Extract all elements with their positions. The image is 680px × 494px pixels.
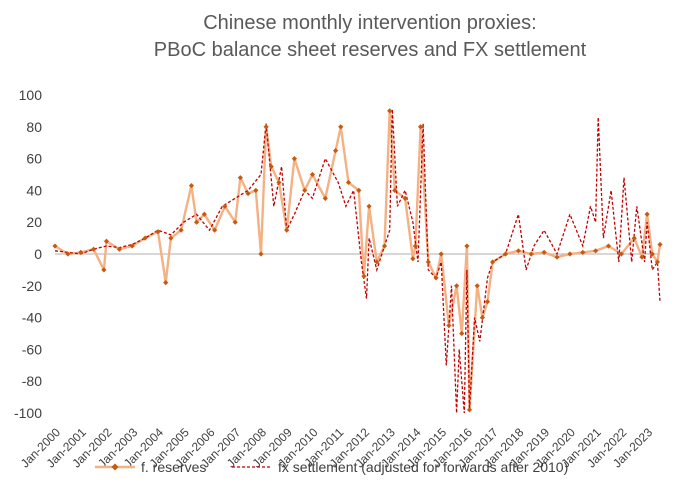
reserves-point	[618, 251, 624, 257]
y-tick-label: -60	[22, 341, 42, 357]
y-tick-label: 60	[26, 151, 42, 167]
series-layer	[52, 108, 663, 414]
reserves-point	[410, 256, 416, 262]
reserves-point	[644, 211, 650, 217]
y-tick-label: -40	[22, 310, 42, 326]
reserves-point	[268, 163, 274, 170]
reserves-point	[446, 322, 452, 329]
reserves-point	[168, 235, 174, 241]
reserves-point	[654, 259, 661, 265]
reserves-point	[374, 259, 380, 265]
reserves-point	[554, 254, 560, 260]
y-tick-label: -100	[14, 405, 42, 421]
reserves-point	[541, 249, 547, 256]
reserves-point	[193, 219, 200, 225]
y-tick-label: 80	[26, 119, 42, 135]
reserves-point	[163, 280, 169, 286]
reserves-point	[433, 275, 439, 281]
reserves-point	[356, 187, 362, 193]
reserves-point	[65, 251, 71, 257]
legend-label-reserves: f. reserves	[141, 459, 206, 475]
reserves-point	[474, 283, 480, 289]
chart-title-line-1: Chinese monthly intervention proxies:	[203, 12, 537, 34]
reserves-point	[484, 299, 491, 305]
series-line-fx-settlement	[54, 109, 661, 414]
y-tick-label: 20	[26, 214, 42, 230]
reserves-point	[490, 259, 496, 265]
legend-marker-reserves	[111, 463, 119, 471]
reserves-point	[333, 148, 339, 154]
reserves-point	[78, 249, 84, 256]
reserves-point	[387, 108, 393, 114]
reserves-point	[528, 251, 534, 257]
reserves-point	[284, 227, 290, 233]
reserves-point	[402, 195, 408, 201]
reserves-point	[567, 251, 573, 257]
reserves-point	[91, 246, 97, 252]
y-tick-label: 0	[34, 246, 42, 262]
series-line-reserves	[54, 109, 662, 411]
reserves-point	[212, 227, 218, 233]
reserves-point	[302, 187, 308, 193]
reserves-point	[52, 243, 58, 249]
reserves-point	[222, 203, 228, 209]
reserves-point	[103, 238, 110, 244]
reserves-point	[381, 243, 388, 249]
reserves-point	[425, 259, 431, 265]
chart-title-line-2: PBoC balance sheet reserves and FX settl…	[154, 39, 587, 61]
reserves-point	[459, 330, 465, 337]
reserves-point	[129, 243, 135, 249]
reserves-point	[649, 251, 655, 257]
reserves-point	[466, 407, 473, 413]
reserves-point	[322, 195, 328, 201]
reserves-point	[263, 124, 269, 130]
reserves-point	[232, 219, 238, 225]
reserves-point	[412, 243, 419, 249]
reserves-point	[361, 273, 367, 279]
reserves-point	[291, 156, 298, 162]
reserves-point	[580, 249, 586, 256]
y-tick-label: -20	[22, 278, 42, 294]
reserves-point	[479, 315, 485, 321]
reserves-point	[417, 124, 424, 130]
reserves-point	[515, 248, 522, 254]
reserves-point	[438, 251, 444, 257]
y-tick-label: 100	[19, 87, 43, 103]
reserves-point	[142, 235, 148, 241]
reserves-point	[245, 190, 251, 197]
reserves-point	[366, 203, 372, 209]
reserves-point	[258, 251, 264, 257]
reserves-point	[155, 229, 161, 235]
reserves-point	[116, 246, 122, 252]
legend: f. reserves fx settlement (adjusted for f…	[95, 459, 568, 475]
legend-label-fx-settlement: fx settlement (adjusted for forwards aft…	[278, 459, 568, 475]
reserves-point	[309, 171, 316, 178]
reserves-point	[276, 179, 282, 186]
reserves-point	[253, 187, 259, 193]
reserves-point	[657, 241, 663, 248]
reserves-point	[502, 251, 509, 257]
reserves-point	[188, 183, 195, 189]
reserves-point	[345, 179, 352, 186]
reserves-point	[201, 211, 207, 217]
reserves-point	[338, 124, 344, 130]
reserves-point	[631, 235, 637, 241]
y-tick-label: -80	[22, 373, 42, 389]
reserves-point	[639, 254, 645, 260]
reserves-point	[593, 248, 599, 254]
y-axis: 100 80 60 40 20 0 -20 -40 -60 -80 -100	[14, 87, 42, 421]
y-tick-label: 40	[26, 182, 42, 198]
reserves-point	[101, 267, 107, 273]
reserves-point	[392, 187, 398, 193]
reserves-point	[454, 283, 460, 289]
reserves-point	[605, 243, 612, 249]
reserves-point	[237, 175, 243, 181]
reserves-point	[464, 243, 470, 249]
reserves-point	[178, 227, 184, 233]
